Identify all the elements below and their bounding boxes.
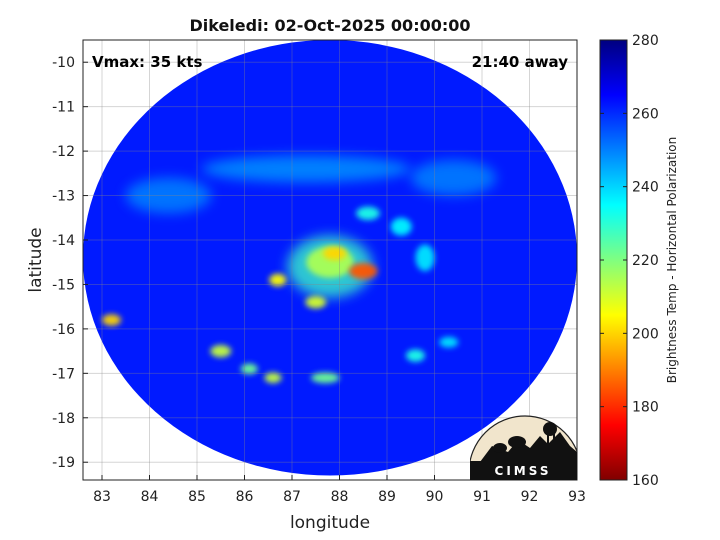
colorbar-tick-label: 240 bbox=[632, 180, 659, 196]
colorbar-ticks: 160 180 200 220 240 260 280 bbox=[600, 33, 659, 489]
colorbar-gradient bbox=[599, 39, 628, 481]
feature-cell-far-west bbox=[102, 314, 121, 326]
x-tick-label: 87 bbox=[283, 489, 301, 505]
x-tick-label: 91 bbox=[473, 489, 491, 505]
colorbar-tick-label: 260 bbox=[632, 106, 659, 122]
y-axis-ticks: -10 -11 -12 -13 -14 -15 -16 -17 -18 -19 bbox=[52, 55, 88, 471]
colorbar: 160 180 200 220 240 260 280 Brightness Temp - … bbox=[599, 33, 679, 489]
y-tick-label: -11 bbox=[52, 100, 75, 116]
vmax-annotation: Vmax: 35 kts bbox=[92, 53, 202, 71]
logo-text: CIMSS bbox=[495, 464, 552, 478]
feature-band-se-2 bbox=[439, 336, 459, 348]
colorbar-tick-label: 180 bbox=[632, 400, 659, 416]
colorbar-tick-label: 200 bbox=[632, 326, 659, 342]
y-tick-label: -15 bbox=[52, 277, 75, 293]
grid-lines bbox=[83, 40, 578, 480]
colorbar-label: Brightness Temp - Horizontal Polarizatio… bbox=[665, 137, 679, 384]
feature-band-s-4 bbox=[311, 372, 340, 384]
x-axis-label: longitude bbox=[290, 513, 370, 533]
feature-west-band bbox=[125, 177, 212, 214]
x-tick-label: 86 bbox=[236, 489, 254, 505]
feature-band-s-2 bbox=[240, 363, 258, 375]
plot-frame bbox=[82, 39, 578, 481]
y-axis-label: latitude bbox=[26, 227, 46, 292]
y-tick-label: -10 bbox=[52, 55, 75, 71]
cimss-logo: CIMSS bbox=[470, 415, 577, 480]
chart-title: Dikeledi: 02-Oct-2025 00:00:00 bbox=[189, 16, 470, 35]
y-tick-label: -13 bbox=[52, 189, 75, 205]
colorbar-tick-label: 160 bbox=[632, 473, 659, 489]
x-tick-label: 92 bbox=[521, 489, 539, 505]
y-tick-label: -12 bbox=[52, 144, 75, 160]
x-tick-label: 84 bbox=[141, 489, 159, 505]
colorbar-tick-label: 220 bbox=[632, 253, 659, 269]
x-tick-label: 89 bbox=[378, 489, 396, 505]
feature-band-ne-2 bbox=[390, 217, 412, 236]
y-tick-label: -19 bbox=[52, 455, 75, 471]
y-tick-label: -18 bbox=[52, 411, 75, 427]
feature-band-s-3 bbox=[264, 372, 282, 384]
x-tick-label: 88 bbox=[331, 489, 349, 505]
y-tick-label: -14 bbox=[52, 233, 75, 249]
feature-band-s-1 bbox=[210, 344, 232, 358]
x-axis-ticks: 83 84 85 86 87 88 89 90 91 92 93 bbox=[93, 475, 586, 505]
swath-image bbox=[83, 40, 577, 476]
y-tick-label: -17 bbox=[52, 366, 75, 382]
x-tick-label: 83 bbox=[93, 489, 111, 505]
feature-band-se-1 bbox=[406, 349, 425, 362]
x-tick-label: 90 bbox=[426, 489, 444, 505]
feature-band-ne-1 bbox=[356, 206, 380, 220]
time-away-annotation: 21:40 away bbox=[472, 53, 569, 71]
feature-ne-band bbox=[410, 160, 497, 196]
feature-cell-south bbox=[305, 296, 327, 309]
feature-eyewall-hot-north bbox=[322, 246, 347, 260]
y-tick-label: -16 bbox=[52, 322, 75, 338]
feature-cell-west bbox=[269, 273, 287, 287]
feature-eyewall-hot-east bbox=[349, 263, 378, 280]
colorbar-tick-label: 280 bbox=[632, 33, 659, 49]
feature-north-band bbox=[201, 155, 411, 183]
feature-band-e bbox=[415, 244, 435, 272]
x-tick-label: 85 bbox=[188, 489, 206, 505]
x-tick-label: 93 bbox=[568, 489, 586, 505]
